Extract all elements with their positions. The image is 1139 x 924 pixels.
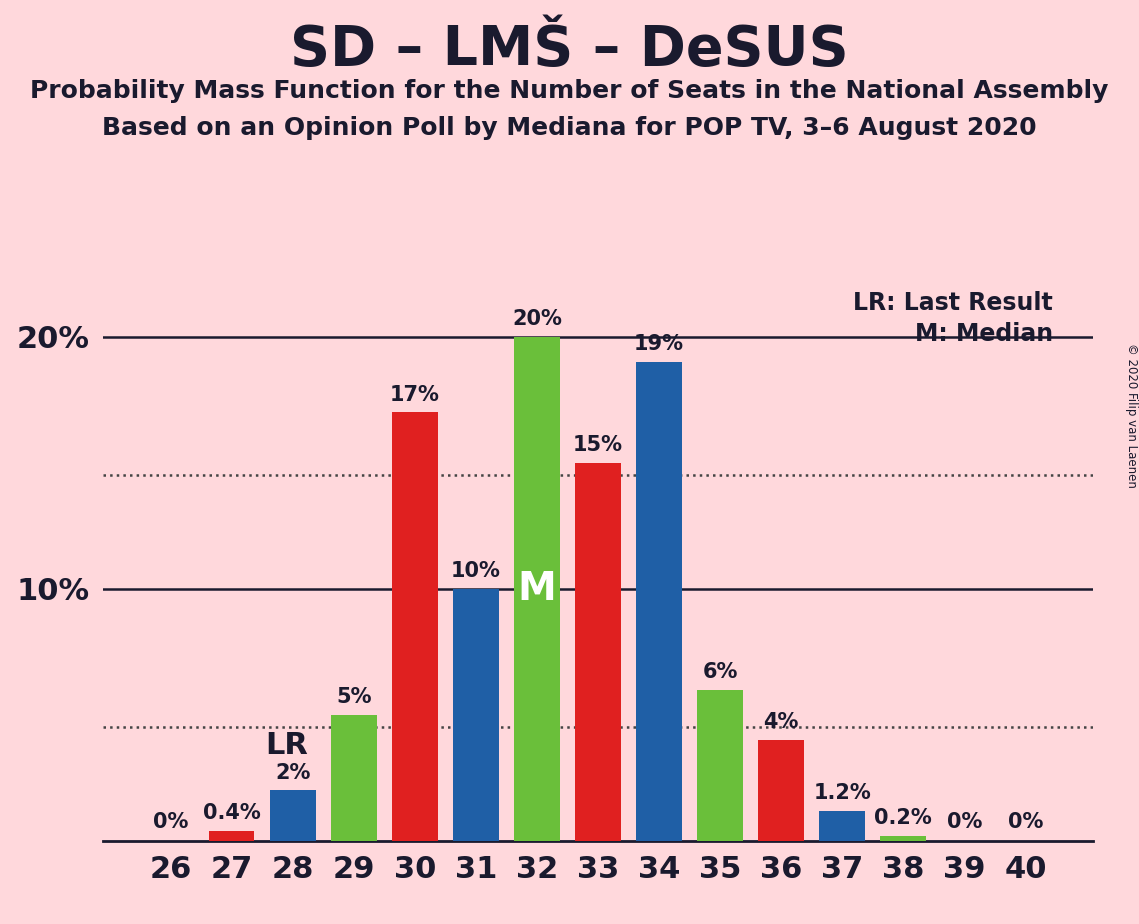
Text: 4%: 4% <box>763 712 798 733</box>
Text: 1.2%: 1.2% <box>813 783 871 803</box>
Bar <box>392 412 437 841</box>
Bar <box>819 810 866 841</box>
Bar <box>270 790 316 841</box>
Text: © 2020 Filip van Laenen: © 2020 Filip van Laenen <box>1124 344 1138 488</box>
Text: 10%: 10% <box>451 561 501 581</box>
Text: SD – LMŠ – DeSUS: SD – LMŠ – DeSUS <box>290 23 849 77</box>
Text: Based on an Opinion Poll by Mediana for POP TV, 3–6 August 2020: Based on an Opinion Poll by Mediana for … <box>103 116 1036 140</box>
Text: 20%: 20% <box>511 310 562 329</box>
Text: 2%: 2% <box>274 763 310 783</box>
Text: 17%: 17% <box>390 385 440 405</box>
Text: LR: Last Result: LR: Last Result <box>853 291 1052 315</box>
Bar <box>759 740 804 841</box>
Text: M: Median: M: Median <box>915 322 1052 346</box>
Bar <box>880 836 926 841</box>
Text: M: M <box>517 570 556 608</box>
Text: 0.4%: 0.4% <box>203 803 261 823</box>
Text: 0%: 0% <box>153 812 188 832</box>
Bar <box>453 589 499 841</box>
Text: 19%: 19% <box>634 334 685 355</box>
Bar <box>330 715 377 841</box>
Text: 6%: 6% <box>703 663 738 682</box>
Bar <box>637 362 682 841</box>
Text: 15%: 15% <box>573 435 623 456</box>
Text: 0%: 0% <box>947 812 982 832</box>
Text: 0.2%: 0.2% <box>875 808 932 828</box>
Bar <box>575 463 621 841</box>
Bar <box>514 337 559 841</box>
Bar <box>697 689 743 841</box>
Text: 5%: 5% <box>336 687 371 707</box>
Bar <box>208 831 254 841</box>
Text: Probability Mass Function for the Number of Seats in the National Assembly: Probability Mass Function for the Number… <box>31 79 1108 103</box>
Text: 0%: 0% <box>1008 812 1043 832</box>
Text: LR: LR <box>265 731 308 760</box>
